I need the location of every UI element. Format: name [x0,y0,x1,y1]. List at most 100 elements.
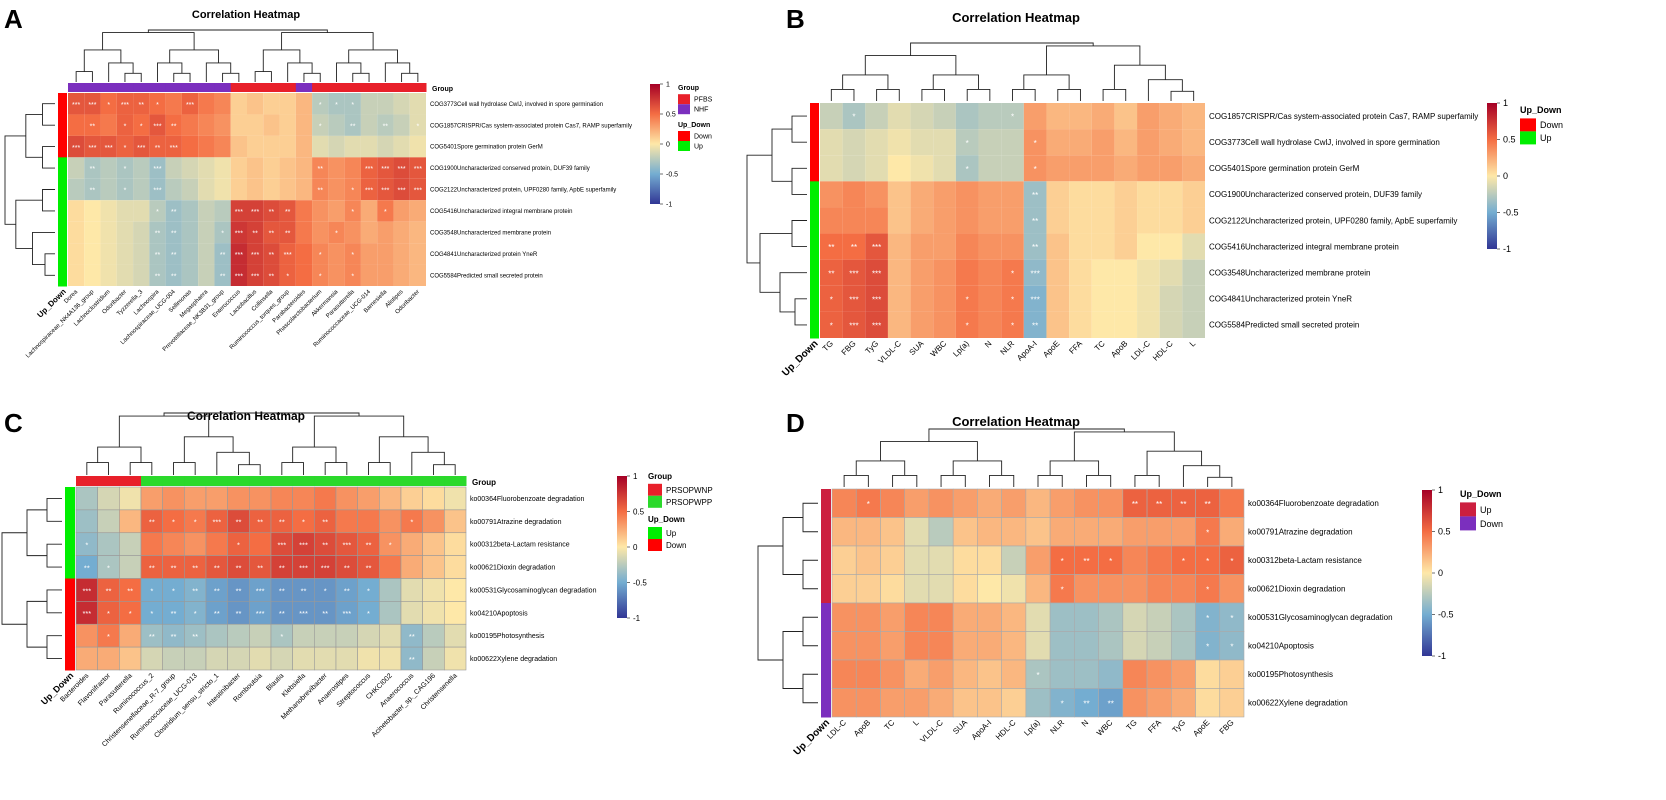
column-group-cell [263,83,281,92]
heatmap-cell [910,129,934,156]
heatmap-cell [68,221,85,244]
color-scale-tick-label: 0 [1503,171,1508,181]
heatmap-cell [928,659,954,689]
group-legend-label: PFBS [694,97,713,104]
dendrogram-branch [348,49,398,63]
heatmap-cell [84,221,101,244]
significance-mark: * [351,273,354,280]
heatmap-cell [842,233,866,260]
dendrogram-branch [791,115,807,143]
dendrogram-branch [352,72,370,82]
heatmap-cell [360,221,378,244]
heatmap-cell [68,243,85,265]
dendrogram-branch [892,474,918,487]
heatmap-cell [1001,688,1027,718]
dendrogram-branch [183,436,234,463]
column-label: TyG [864,339,881,356]
color-scale-tick-label: 1 [1438,485,1443,495]
color-scale-tick-label: -1 [1503,244,1511,254]
heatmap-cell [133,264,150,286]
heatmap-cell [116,114,134,136]
dendrogram-branch [86,462,109,475]
heatmap-cell [1170,488,1196,518]
heatmap-cell [1219,517,1245,547]
heatmap-cell [1098,602,1124,632]
heatmap-cell [928,574,954,604]
heatmap-cell [181,93,199,115]
heatmap-cell [1046,181,1070,208]
heatmap-cell [928,602,954,632]
heatmap-cell [1122,688,1148,718]
heatmap-cell [933,181,956,208]
heatmap-cell [279,157,296,179]
heatmap-cell [328,200,345,222]
heatmap-cell [904,574,930,604]
significance-mark: ** [171,273,177,280]
heatmap-cell [68,264,85,286]
heatmap-cell [119,555,142,579]
heatmap-cell [75,486,98,511]
significance-mark: ** [149,632,155,641]
heatmap-cell [198,221,215,244]
heatmap-cell [149,243,166,265]
column-group-cell [149,83,167,92]
heatmap-cell [292,623,315,648]
color-scale-tick-label: -0.5 [633,578,647,587]
row-label: COG3548Uncharacterized membrane protein [1209,269,1370,278]
significance-mark: ** [285,209,291,216]
heatmap-cell [1137,129,1160,156]
heatmap-cell [831,659,857,689]
heatmap-cell [75,623,98,648]
column-label: HDL-C [994,718,1018,742]
heatmap-cell [1023,155,1047,182]
significance-mark: ** [171,252,177,259]
dendrogram-branch [1073,431,1175,461]
heatmap-cell [344,93,361,115]
row-group-cell [821,489,831,518]
heatmap-cell [855,517,881,547]
significance-mark: *** [397,166,405,173]
heatmap-cell [181,264,199,286]
row-label: COG5584Predicted small secreted protein [430,273,543,279]
heatmap-cell [100,264,117,286]
heatmap-cell [978,181,1002,208]
heatmap-cell [887,311,911,338]
significance-mark: ** [279,586,285,595]
heatmap-cell [1049,602,1075,632]
heatmap-cell [910,311,934,338]
column-group-cell [295,83,313,92]
heatmap-cell [422,646,445,671]
heatmap-cell [865,207,888,234]
heatmap-cell [422,532,445,556]
heatmap-cell [887,129,911,156]
heatmap-cell [842,103,866,130]
column-label: FFA [1067,339,1084,356]
dendrogram-branch [324,462,348,475]
significance-mark: ** [409,632,415,641]
column-label: TyG [1171,718,1188,735]
significance-mark: ** [220,273,226,280]
heatmap-cell [865,259,888,286]
significance-mark: ** [252,231,258,238]
significance-mark: * [1182,557,1185,566]
heatmap-cell [97,532,120,556]
significance-mark: * [1011,295,1014,304]
dendrogram-branch [1,532,27,625]
color-scale-tick-label: 0.5 [1503,135,1516,145]
dendrogram-branch [46,589,62,614]
column-label: ApoB [1109,339,1129,359]
row-label: COG5401Spore germination protein GerM [430,145,543,151]
heatmap-cell [377,243,394,265]
significance-mark: * [367,586,370,595]
heatmap-cell [230,157,247,179]
significance-mark: *** [82,609,91,618]
heatmap-cell [393,178,410,201]
heatmap-cell [198,243,215,265]
heatmap-cell [1098,688,1124,718]
heatmap-cell [444,623,467,648]
heatmap-cell [181,135,199,158]
dendrogram-branch [129,462,153,475]
heatmap-cell [100,157,117,179]
heatmap-cell [1146,688,1172,718]
heatmap-cell [116,93,134,115]
